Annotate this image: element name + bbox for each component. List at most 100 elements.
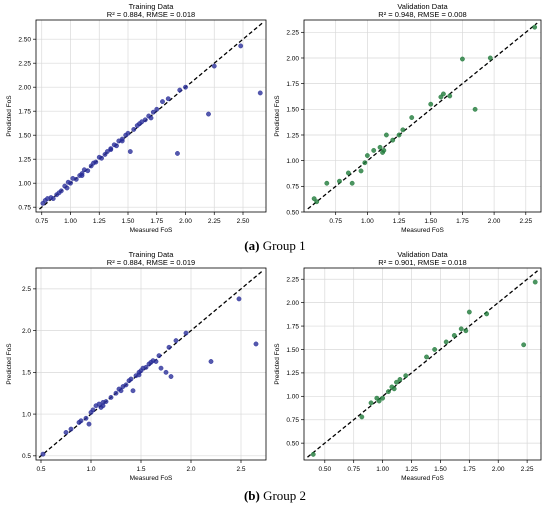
y-tick-label: 1.75 (18, 109, 31, 116)
data-point (532, 279, 538, 285)
y-axis-label: Predicted FoS (274, 343, 281, 385)
ideal-fit-line (307, 22, 538, 210)
data-point (236, 296, 242, 302)
y-tick-label: 1.25 (286, 132, 299, 139)
data-point (183, 84, 188, 90)
x-tick-label: 0.75 (329, 218, 342, 225)
data-point (376, 398, 382, 404)
y-tick-label: 2.25 (18, 61, 31, 68)
y-tick-label: 1.50 (286, 107, 299, 114)
chart-subtitle: R² = 0.901, RMSE = 0.018 (378, 258, 466, 267)
caption-text: Group 1 (262, 238, 306, 253)
data-point (103, 399, 109, 404)
x-tick-label: 0.75 (347, 466, 360, 473)
x-tick-label: 0.5 (36, 466, 45, 473)
data-point (381, 147, 387, 153)
data-point (130, 388, 136, 394)
x-tick-label: 2.0 (186, 466, 195, 473)
data-point (85, 168, 91, 174)
data-point (58, 188, 64, 194)
chart-group1-validation: 0.75 1.00 1.25 1.50 1.75 2.00 2.25 0.50 0.75 1.00… (274, 2, 542, 234)
chart-group1-training: 0.75 1.00 1.25 1.50 1.75 2.00 2.25 2.50 0.75 1.00… (6, 2, 267, 234)
data-point (99, 155, 104, 161)
data-point (428, 101, 434, 107)
data-point (238, 43, 244, 49)
y-axis-label: Predicted FoS (6, 343, 13, 385)
data-point (114, 143, 119, 149)
y-tick-label: 1.00 (286, 158, 299, 165)
data-point (73, 176, 79, 182)
data-point (472, 106, 478, 112)
data-point (142, 117, 148, 123)
x-tick-label: 1.5 (136, 466, 145, 473)
y-tick-label: 0.75 (286, 184, 299, 191)
data-point (154, 106, 160, 112)
data-point (383, 132, 389, 138)
x-tick-label: 2.00 (179, 218, 192, 225)
x-tick-label: 1.75 (150, 218, 163, 225)
data-point (349, 180, 355, 186)
data-point (165, 96, 171, 102)
data-point (108, 394, 114, 400)
x-tick-label: 1.75 (456, 218, 469, 225)
data-point (424, 354, 429, 360)
y-tick-label: 0.75 (286, 417, 299, 424)
data-point (143, 364, 149, 370)
data-point (447, 93, 453, 99)
data-point (150, 109, 156, 115)
data-point (120, 384, 126, 389)
data-point (337, 178, 342, 184)
y-axis-label: Predicted FoS (6, 95, 13, 137)
data-point (362, 160, 368, 166)
x-tick-label: 1.50 (434, 466, 447, 473)
data-point (368, 400, 374, 406)
data-point (127, 149, 133, 154)
data-point (211, 63, 217, 69)
data-point (90, 407, 96, 413)
data-point (463, 328, 469, 334)
x-tick-label: 1.0 (86, 466, 95, 473)
y-tick-label: 2.00 (286, 300, 299, 307)
data-point (394, 379, 399, 385)
y-tick-label: 0.50 (286, 209, 299, 216)
data-point (177, 87, 183, 93)
y-tick-label: 2.00 (286, 55, 299, 62)
x-tick-label: 1.25 (393, 218, 406, 225)
data-point (371, 147, 377, 153)
data-point (208, 359, 214, 364)
x-axis-label: Measured FoS (130, 227, 173, 234)
data-point (380, 395, 386, 401)
caption-letter: (b) (243, 488, 260, 503)
data-point (148, 115, 154, 121)
x-tick-label: 0.75 (35, 218, 48, 225)
data-point (86, 421, 92, 427)
x-tick-label: 2.5 (236, 466, 245, 473)
x-tick-label: 2.00 (488, 218, 501, 225)
data-point (83, 415, 89, 421)
y-tick-label: 1.50 (286, 347, 299, 354)
data-point (40, 200, 46, 206)
y-tick-label: 0.5 (22, 453, 31, 460)
data-point (390, 137, 396, 143)
data-point (158, 365, 164, 371)
chart-subtitle: R² = 0.948, RMSE = 0.008 (378, 10, 466, 19)
plot-frame (303, 19, 542, 213)
y-tick-label: 1.00 (286, 394, 299, 401)
y-tick-label: 2.25 (286, 277, 299, 284)
chart-title: Training Data (129, 250, 175, 259)
data-point (358, 168, 364, 174)
data-point (78, 418, 84, 424)
x-tick-label: 0.50 (318, 466, 331, 473)
data-point (128, 376, 134, 382)
y-tick-label: 2.25 (286, 30, 299, 37)
data-point (50, 196, 56, 201)
x-tick-label: 2.25 (208, 218, 221, 225)
y-axis-label: Predicted FoS (274, 95, 281, 137)
data-point (168, 374, 174, 379)
caption-text: Group 2 (263, 488, 307, 503)
data-point (257, 90, 263, 96)
data-point (63, 430, 69, 435)
caption-group-2: (b) Group 2 (0, 488, 550, 504)
x-axis-label: Measured FoS (401, 227, 444, 234)
data-point (65, 179, 71, 185)
